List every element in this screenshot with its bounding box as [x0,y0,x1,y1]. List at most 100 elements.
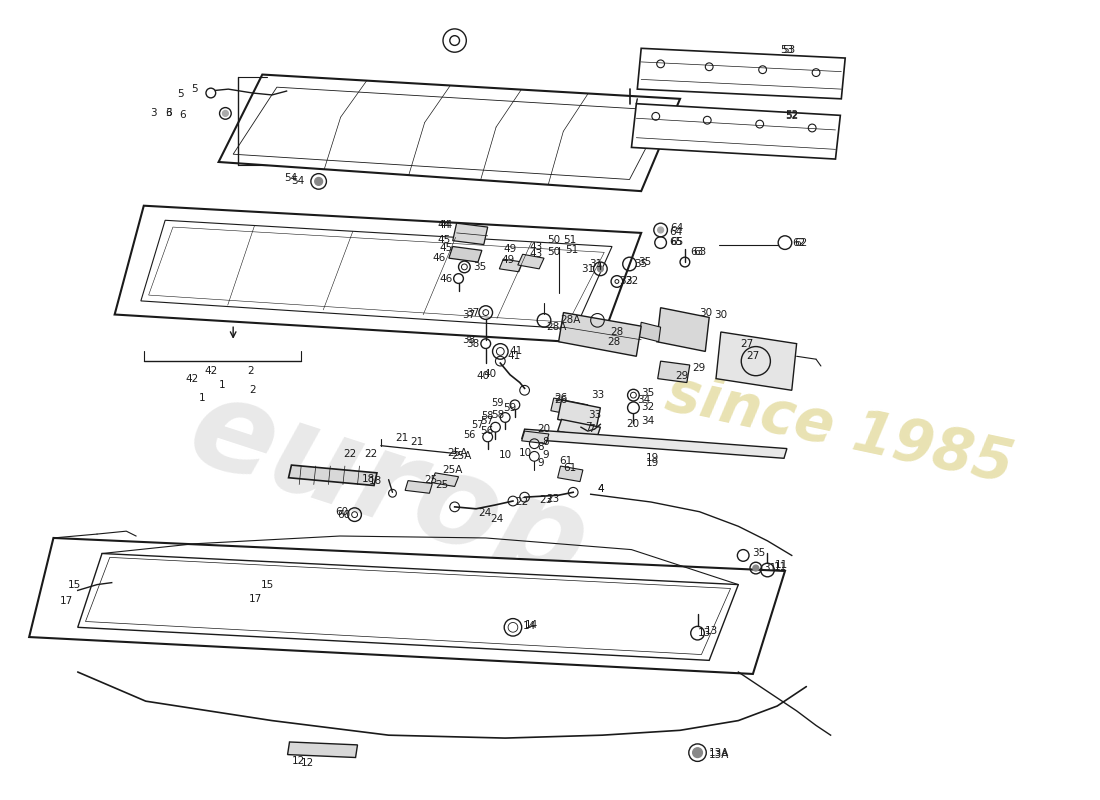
Text: 8: 8 [537,442,543,452]
Text: europ: europ [175,366,603,609]
Text: 35: 35 [641,388,654,398]
Text: since 1985: since 1985 [661,365,1019,494]
Text: 32: 32 [625,275,638,286]
Text: 22: 22 [364,450,377,459]
Circle shape [693,748,703,758]
Text: 8: 8 [542,437,549,446]
Text: 35: 35 [638,257,651,267]
Text: 24: 24 [478,508,492,518]
Polygon shape [559,313,641,356]
Text: 17: 17 [60,596,74,606]
Polygon shape [405,481,432,494]
Circle shape [752,565,759,571]
Text: 9: 9 [542,450,549,460]
Text: 60: 60 [337,510,350,520]
Text: 59: 59 [503,402,517,413]
Text: 27: 27 [746,351,759,362]
Text: 45: 45 [439,243,452,254]
Text: 57: 57 [471,420,484,430]
Text: 63: 63 [694,247,707,258]
Text: 27: 27 [740,338,754,349]
Circle shape [597,266,603,272]
Text: 13: 13 [697,628,711,638]
Text: 41: 41 [509,346,522,357]
Text: 40: 40 [484,369,497,378]
Text: 5: 5 [177,89,184,99]
Text: 23: 23 [546,494,559,504]
Text: 38: 38 [462,334,475,345]
Text: 11: 11 [774,562,788,572]
Text: 44: 44 [437,220,450,230]
Text: 56: 56 [464,430,476,440]
Text: 52: 52 [785,111,799,122]
Polygon shape [558,466,583,482]
Text: 42: 42 [204,366,218,376]
Text: 58: 58 [481,410,494,421]
Text: 60: 60 [336,506,349,517]
Text: 58: 58 [492,410,505,419]
Text: 5: 5 [191,84,198,94]
Text: 20: 20 [627,419,640,430]
Text: 45: 45 [437,234,450,245]
Polygon shape [518,254,544,269]
Text: 29: 29 [693,363,706,373]
Text: 10: 10 [519,449,532,458]
Text: 46: 46 [439,274,452,283]
Text: 34: 34 [641,416,654,426]
Polygon shape [114,206,641,344]
Text: 54: 54 [285,174,298,183]
Text: 37: 37 [462,310,475,321]
Text: 40: 40 [476,370,490,381]
Polygon shape [287,742,358,758]
Text: 1: 1 [219,381,225,390]
Text: 32: 32 [641,402,654,412]
Text: 30: 30 [714,310,727,319]
Text: 31: 31 [763,563,777,573]
Text: 28A: 28A [546,322,566,332]
Text: 50: 50 [547,234,560,245]
Text: 26: 26 [553,395,566,405]
Text: 33: 33 [587,410,601,419]
Text: 64: 64 [670,227,683,237]
Text: 13: 13 [705,626,718,636]
Text: 13A: 13A [710,748,729,758]
Text: 20: 20 [537,424,550,434]
Polygon shape [521,429,786,458]
Polygon shape [637,48,845,99]
Text: 28A: 28A [561,315,581,326]
Text: 42: 42 [186,374,199,384]
Text: 52: 52 [785,110,799,120]
Polygon shape [521,431,549,444]
Text: 63: 63 [690,247,703,258]
Circle shape [222,110,229,116]
Text: 35: 35 [752,549,766,558]
Text: 21: 21 [410,437,424,446]
Text: 61: 61 [563,463,576,473]
Text: 62: 62 [793,238,806,248]
Text: 65: 65 [670,237,683,246]
Text: 12: 12 [301,758,315,768]
Text: 2: 2 [248,366,254,376]
Text: 28: 28 [610,327,624,337]
Text: 62: 62 [794,238,807,248]
Polygon shape [551,398,587,418]
Circle shape [658,227,663,233]
Polygon shape [658,361,690,382]
Text: 35: 35 [635,259,648,269]
Text: 11: 11 [776,560,789,570]
Text: 41: 41 [507,351,520,362]
Polygon shape [657,308,710,351]
Polygon shape [449,246,482,262]
Polygon shape [558,419,601,439]
Text: 43: 43 [529,250,542,259]
Text: 33: 33 [591,390,604,400]
Text: 54: 54 [292,177,305,186]
Text: 25: 25 [436,481,449,490]
Text: 43: 43 [529,242,542,251]
Text: 32: 32 [619,277,632,286]
Text: 19: 19 [646,454,659,463]
Polygon shape [29,538,785,674]
Text: 31: 31 [588,259,602,269]
Text: 57: 57 [480,416,493,426]
Text: 31: 31 [581,264,594,274]
